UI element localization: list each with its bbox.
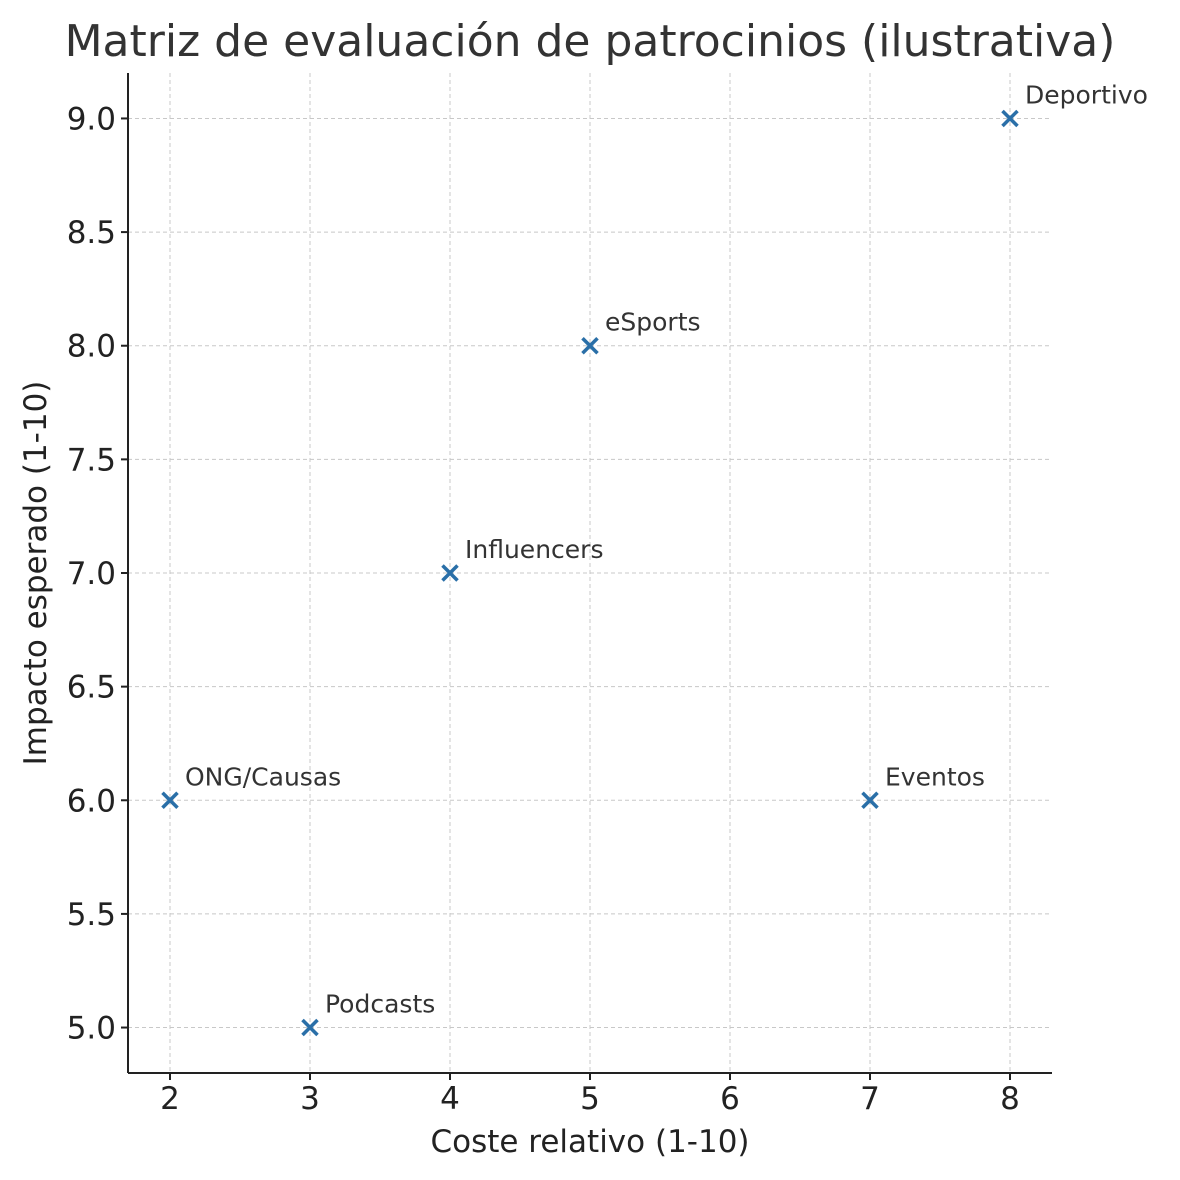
- x-tick-label: 8: [1000, 1081, 1020, 1117]
- point-label: Deportivo: [1025, 80, 1148, 109]
- y-tick-label: 6.0: [67, 783, 116, 819]
- y-tick-label: 5.5: [67, 897, 116, 933]
- point-label: eSports: [605, 308, 701, 337]
- x-marker-stroke: [161, 791, 179, 810]
- y-tick-label: 8.5: [67, 215, 116, 251]
- data-points: ONG/Causas Podcasts Influencers eSports Even…: [161, 80, 1148, 1037]
- data-point: ONG/Causas: [161, 762, 341, 810]
- y-tick-label: 8.0: [67, 329, 116, 365]
- x-tick-label: 3: [300, 1081, 320, 1117]
- y-tick-label: 9.0: [67, 101, 116, 137]
- data-point: Deportivo: [1001, 80, 1148, 128]
- x-marker-stroke: [1001, 109, 1019, 128]
- point-label: Eventos: [885, 762, 985, 791]
- x-tick-label: 5: [580, 1081, 600, 1117]
- x-tick-label: 6: [720, 1081, 740, 1117]
- x-marker-stroke: [861, 791, 879, 810]
- y-tick-label: 7.0: [67, 556, 116, 592]
- x-tick-label: 4: [440, 1081, 460, 1117]
- x-marker-stroke: [581, 336, 599, 355]
- x-tick-label: 7: [860, 1081, 880, 1117]
- y-axis-label: Impacto esperado (1-10): [18, 381, 54, 766]
- y-tick-label: 7.5: [67, 442, 116, 478]
- tick-labels: 2 3 4 5 6 7 8 5.0 5.5 6.0 6.5 7.0 7.5 8.0 8.5 9.0: [67, 101, 1020, 1117]
- point-label: Influencers: [465, 535, 603, 564]
- data-point: eSports: [581, 308, 701, 355]
- x-marker-stroke: [301, 1018, 319, 1037]
- y-tick-label: 6.5: [67, 670, 116, 706]
- x-tick-label: 2: [160, 1081, 180, 1117]
- data-point: Podcasts: [301, 990, 435, 1037]
- x-marker-stroke: [441, 564, 459, 582]
- point-label: Podcasts: [325, 990, 435, 1019]
- grid-lines: [128, 73, 1052, 1073]
- y-tick-label: 5.0: [67, 1011, 116, 1047]
- chart-title: Matriz de evaluación de patrocinios (ilu…: [65, 16, 1116, 67]
- data-point: Eventos: [861, 762, 985, 810]
- data-point: Influencers: [441, 535, 603, 582]
- x-axis-label: Coste relativo (1-10): [430, 1124, 749, 1160]
- point-label: ONG/Causas: [185, 762, 341, 791]
